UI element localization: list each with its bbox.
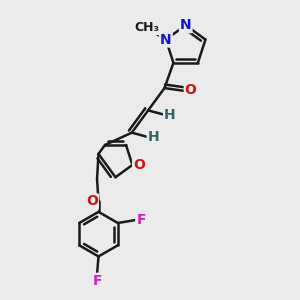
Text: O: O <box>86 194 98 208</box>
Text: N: N <box>180 18 191 32</box>
Text: O: O <box>133 158 145 172</box>
Text: CH₃: CH₃ <box>134 21 159 34</box>
Text: H: H <box>164 108 176 122</box>
Text: F: F <box>136 213 146 227</box>
Text: H: H <box>148 130 159 144</box>
Text: O: O <box>185 82 197 97</box>
Text: F: F <box>92 274 102 288</box>
Text: N: N <box>160 32 172 46</box>
